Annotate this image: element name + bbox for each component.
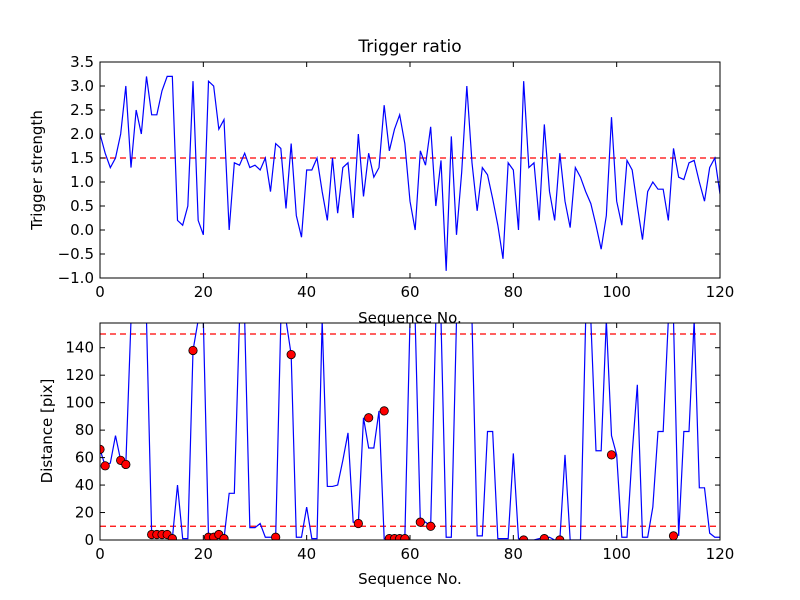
chart-title: Trigger ratio <box>357 37 461 57</box>
y-tick-label: 80 <box>75 421 94 439</box>
x-tick-label: 40 <box>297 283 316 301</box>
data-marker <box>121 459 131 470</box>
y-tick-label: 120 <box>65 366 94 384</box>
data-marker <box>400 534 410 540</box>
y-tick-label: 3.5 <box>70 53 94 71</box>
data-marker <box>606 450 617 460</box>
x-axis-label: Sequence No. <box>358 570 462 588</box>
data-marker <box>379 406 389 416</box>
y-tick-label: 140 <box>65 339 94 357</box>
data-marker <box>415 517 425 527</box>
y-tick-label: 0.5 <box>70 197 94 215</box>
y-axis-label: Trigger strength <box>28 110 46 231</box>
x-tick-label: 0 <box>95 545 105 563</box>
y-tick-label: −0.5 <box>58 245 94 263</box>
data-marker <box>668 531 679 540</box>
x-tick-label: 120 <box>706 545 735 563</box>
x-tick-label: 20 <box>194 283 213 301</box>
x-tick-label: 60 <box>400 283 419 301</box>
y-tick-label: 0 <box>84 531 94 549</box>
x-tick-label: 40 <box>297 545 316 563</box>
y-tick-label: −1.0 <box>58 269 94 287</box>
data-marker <box>539 534 549 540</box>
data-marker <box>426 521 436 531</box>
y-tick-label: 2.5 <box>70 101 94 119</box>
y-tick-label: 20 <box>75 504 94 522</box>
y-tick-label: 1.5 <box>70 149 94 167</box>
x-tick-label: 100 <box>602 545 631 563</box>
x-tick-label: 0 <box>95 283 105 301</box>
data-marker <box>353 518 363 529</box>
y-tick-label: 3.0 <box>70 77 94 95</box>
x-tick-label: 120 <box>706 283 735 301</box>
data-marker <box>271 532 281 540</box>
data-marker <box>167 534 177 540</box>
series-line <box>100 323 720 540</box>
y-tick-label: 100 <box>65 394 94 412</box>
x-tick-label: 80 <box>504 283 523 301</box>
x-tick-label: 20 <box>194 545 213 563</box>
data-marker <box>286 349 296 360</box>
distance-chart: 0 20 40 60 80 100 120 0 20 40 60 80 100 120 140 Sequen… <box>38 322 735 588</box>
x-tick-label: 80 <box>504 545 523 563</box>
data-marker <box>364 413 374 423</box>
y-axis-label: Distance [pix] <box>38 379 56 484</box>
x-tick-label: 100 <box>602 283 631 301</box>
y-tick-label: 40 <box>75 476 94 494</box>
data-marker <box>188 345 198 356</box>
y-tick-label: 0.0 <box>70 221 94 239</box>
y-tick-label: 60 <box>75 449 94 467</box>
data-marker <box>100 461 110 471</box>
y-tick-label: 2.0 <box>70 125 94 143</box>
data-marker <box>219 534 229 540</box>
series-line <box>100 75 720 271</box>
x-tick-label: 60 <box>400 545 419 563</box>
y-tick-label: 1.0 <box>70 173 94 191</box>
